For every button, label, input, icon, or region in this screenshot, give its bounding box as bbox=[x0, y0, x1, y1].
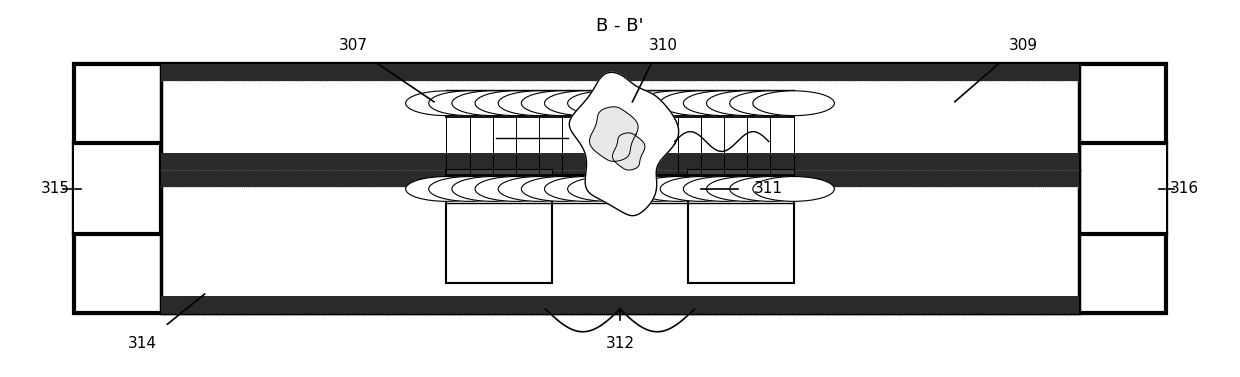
Circle shape bbox=[660, 176, 742, 201]
Polygon shape bbox=[74, 64, 1166, 313]
Polygon shape bbox=[613, 133, 645, 170]
Circle shape bbox=[753, 176, 835, 201]
Bar bbox=[446, 170, 552, 177]
Circle shape bbox=[429, 176, 511, 201]
Circle shape bbox=[405, 91, 487, 116]
Circle shape bbox=[568, 176, 650, 201]
Bar bbox=[62, 60, 1178, 317]
Circle shape bbox=[590, 91, 672, 116]
Circle shape bbox=[498, 91, 580, 116]
Text: 310: 310 bbox=[649, 38, 678, 53]
Text: B - B': B - B' bbox=[596, 17, 644, 35]
Polygon shape bbox=[589, 107, 639, 161]
Text: 312: 312 bbox=[605, 336, 635, 351]
Circle shape bbox=[729, 91, 811, 116]
Bar bbox=[161, 64, 1079, 81]
Bar bbox=[161, 153, 1079, 170]
Text: 309: 309 bbox=[1008, 38, 1038, 53]
Circle shape bbox=[429, 91, 511, 116]
Circle shape bbox=[544, 91, 626, 116]
Text: 311: 311 bbox=[754, 181, 784, 196]
Circle shape bbox=[568, 91, 650, 116]
Bar bbox=[688, 170, 794, 283]
Text: 307: 307 bbox=[339, 38, 368, 53]
Circle shape bbox=[729, 176, 811, 201]
Bar bbox=[161, 64, 1079, 170]
Polygon shape bbox=[569, 72, 678, 216]
Circle shape bbox=[614, 91, 696, 116]
Circle shape bbox=[544, 176, 626, 201]
Circle shape bbox=[451, 176, 533, 201]
Circle shape bbox=[521, 176, 603, 201]
Circle shape bbox=[683, 91, 765, 116]
Circle shape bbox=[683, 176, 765, 201]
Circle shape bbox=[475, 176, 557, 201]
Polygon shape bbox=[1079, 143, 1166, 234]
Circle shape bbox=[590, 176, 672, 201]
Bar bbox=[688, 170, 794, 177]
Circle shape bbox=[451, 91, 533, 116]
Circle shape bbox=[521, 91, 603, 116]
Circle shape bbox=[637, 176, 719, 201]
Circle shape bbox=[637, 91, 719, 116]
Bar bbox=[1079, 143, 1166, 234]
Circle shape bbox=[405, 176, 487, 201]
Bar bbox=[161, 296, 1079, 313]
Circle shape bbox=[498, 176, 580, 201]
Circle shape bbox=[753, 91, 835, 116]
Circle shape bbox=[614, 176, 696, 201]
Text: 316: 316 bbox=[1171, 181, 1199, 196]
Bar bbox=[74, 143, 161, 234]
Circle shape bbox=[475, 91, 557, 116]
Text: 314: 314 bbox=[128, 336, 157, 351]
Bar bbox=[446, 170, 552, 283]
Bar bbox=[161, 170, 1079, 313]
Bar bbox=[161, 170, 1079, 187]
Text: 315: 315 bbox=[41, 181, 69, 196]
Circle shape bbox=[707, 176, 789, 201]
Polygon shape bbox=[74, 143, 161, 234]
Circle shape bbox=[707, 91, 789, 116]
Circle shape bbox=[660, 91, 742, 116]
